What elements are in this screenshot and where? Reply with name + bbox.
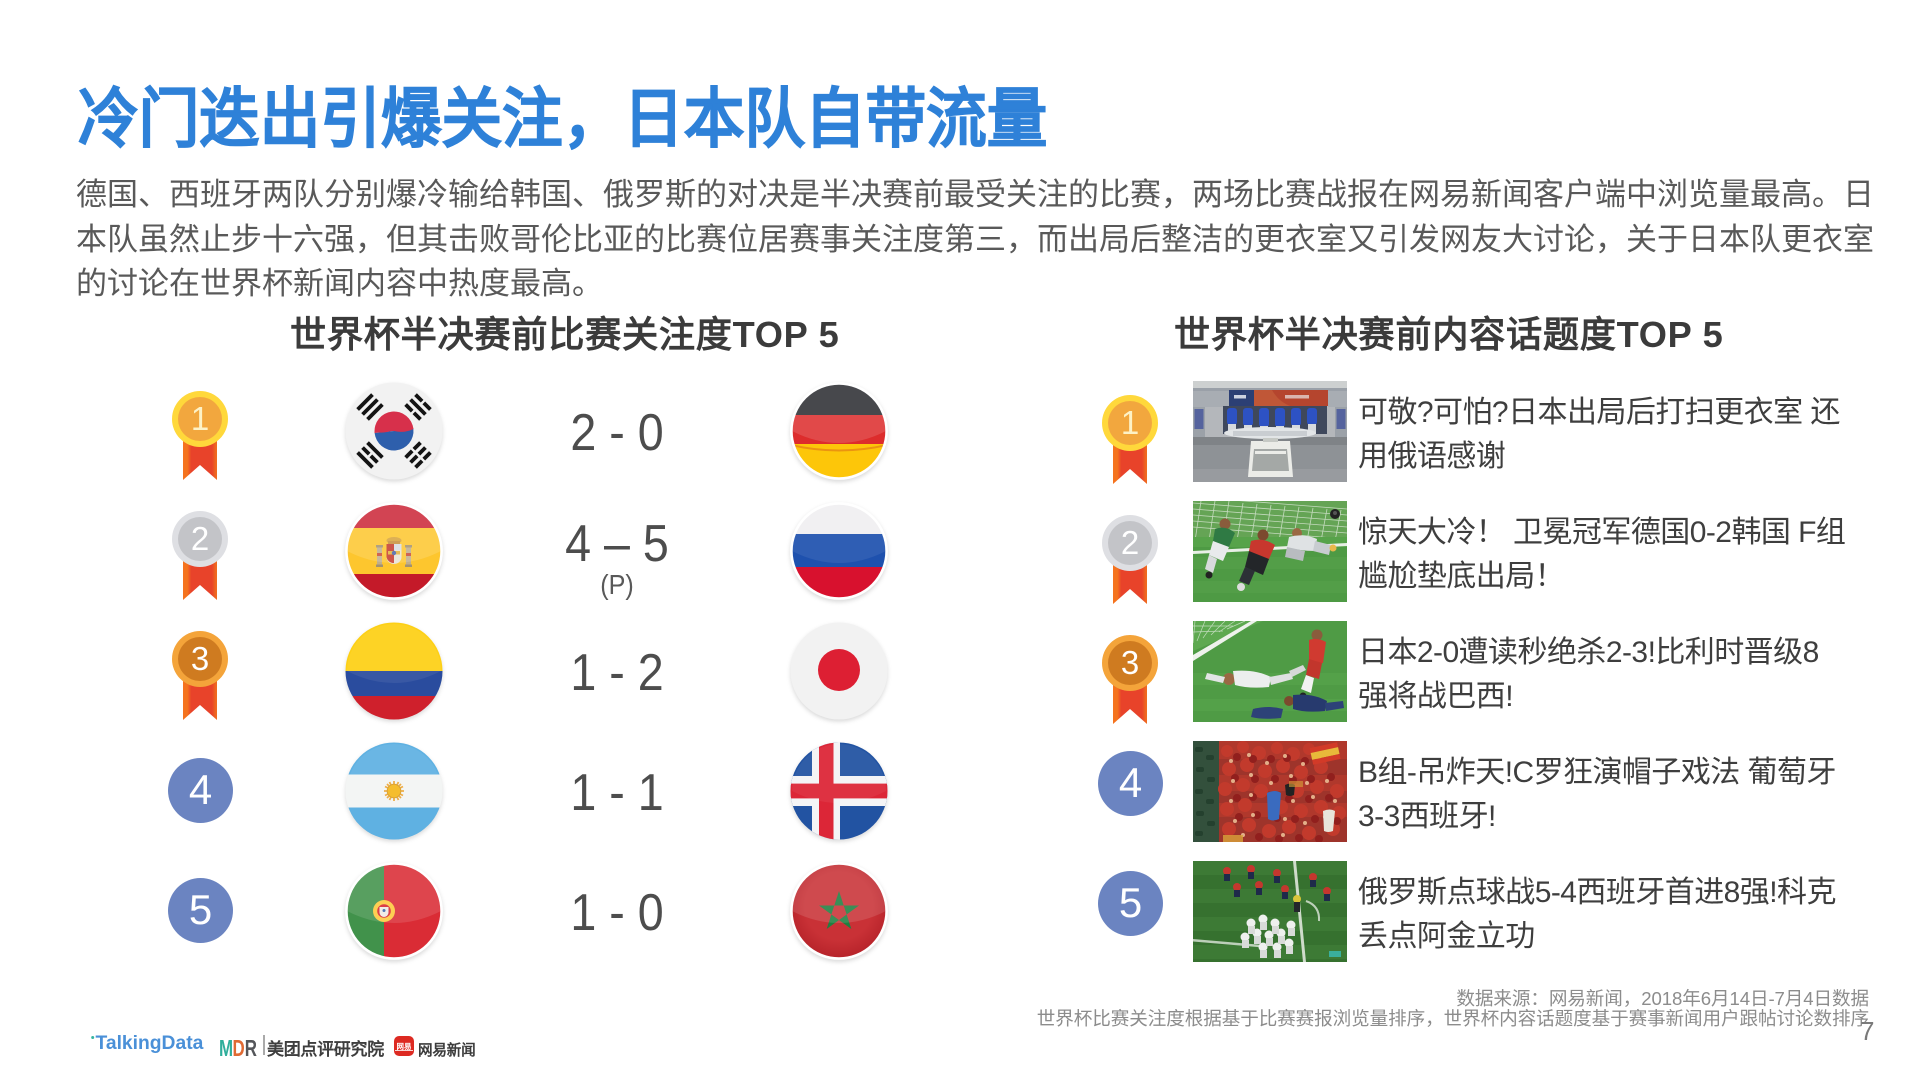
svg-text:R: R [245,1035,257,1061]
svg-text:3: 3 [1121,644,1139,681]
svg-text:1: 1 [191,400,209,437]
svg-text:1: 1 [1121,404,1139,441]
svg-text:2: 2 [1121,524,1139,561]
svg-text:M: M [219,1035,233,1061]
svg-text:2: 2 [191,520,209,557]
svg-text:TalkingData: TalkingData [96,1033,204,1054]
svg-text:D: D [233,1035,245,1061]
svg-text:3: 3 [191,640,209,677]
